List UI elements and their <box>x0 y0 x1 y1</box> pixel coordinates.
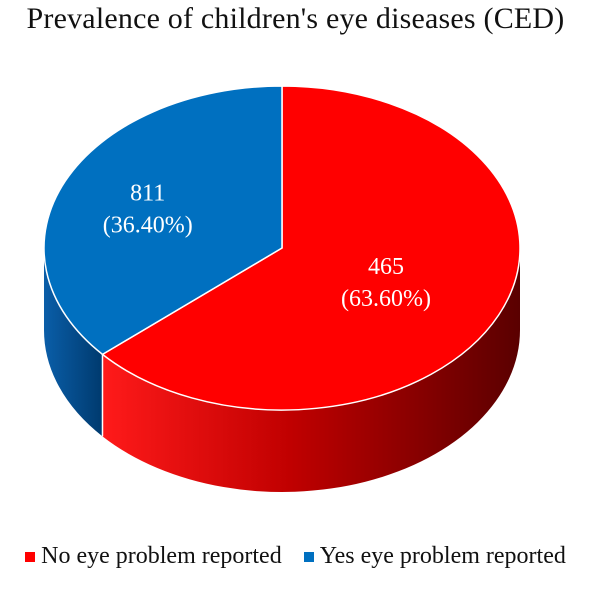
chart-title: Prevalence of children's eye diseases (C… <box>26 2 565 35</box>
legend-entry-no: No eye problem reported <box>25 543 282 570</box>
legend-swatch-yes <box>303 551 314 562</box>
slice-side-no <box>102 248 521 493</box>
slice-value-label-0: 465 <box>368 254 404 280</box>
slice-side-yes <box>44 248 103 437</box>
slice-yes <box>43 85 283 356</box>
slice-percent-label-0: (63.60%) <box>341 286 431 312</box>
slice-percent-label-1: (36.40%) <box>103 212 193 238</box>
legend-label-yes: Yes eye problem reported <box>319 543 566 569</box>
slice-no <box>101 85 521 411</box>
legend-entry-yes: Yes eye problem reported <box>303 543 566 570</box>
slice-value-label-1: 811 <box>130 180 165 206</box>
legend: No eye problem reported Yes eye problem … <box>0 543 591 570</box>
legend-swatch-no <box>25 551 36 562</box>
legend-label-no: No eye problem reported <box>41 543 282 569</box>
